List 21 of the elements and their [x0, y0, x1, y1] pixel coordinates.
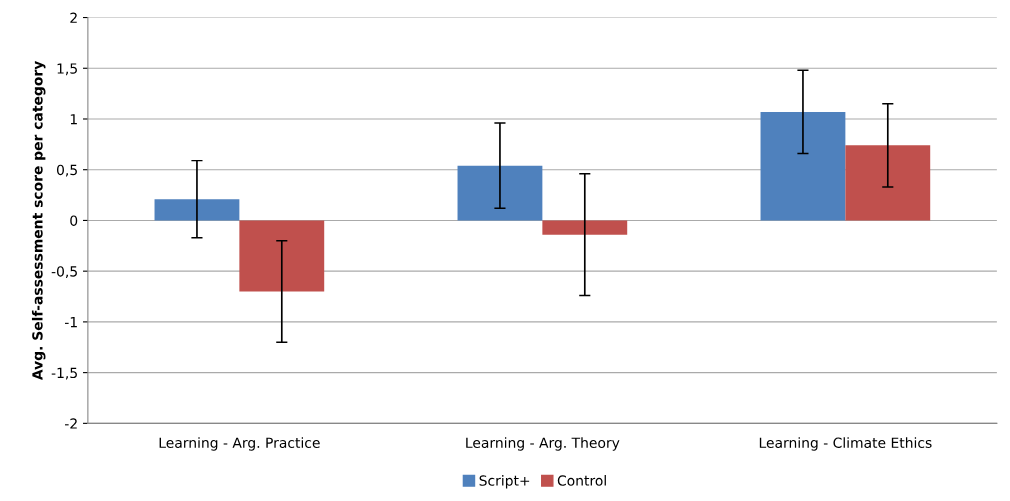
y-tick-label: 0	[70, 215, 78, 226]
y-tick-label: 2	[70, 12, 77, 23]
legend-label: Script+	[479, 475, 530, 489]
x-tick-label: Learning - Arg. Practice	[159, 437, 320, 451]
y-tick-label: 1	[70, 114, 77, 125]
legend-label: Control	[557, 475, 606, 486]
bar	[239, 220, 325, 292]
y-axis-title: Avg. Self-assessment score per category	[31, 60, 46, 381]
y-tick-label: -2	[64, 418, 77, 429]
y-tick-label: 1,5	[57, 63, 77, 76]
y-tick-label: -0,5	[51, 266, 77, 279]
y-tick-label: 0,5	[56, 164, 77, 177]
x-tick-label: Learning - Arg. Theory	[466, 437, 620, 451]
bar	[845, 145, 931, 221]
bar	[760, 111, 846, 221]
bar	[154, 199, 240, 221]
x-tick-label: Learning - Climate Ethics	[759, 437, 932, 451]
bar	[542, 220, 628, 235]
bar	[457, 165, 543, 221]
y-tick-label: -1	[64, 317, 77, 328]
y-tick-label: -1,5	[51, 367, 77, 380]
